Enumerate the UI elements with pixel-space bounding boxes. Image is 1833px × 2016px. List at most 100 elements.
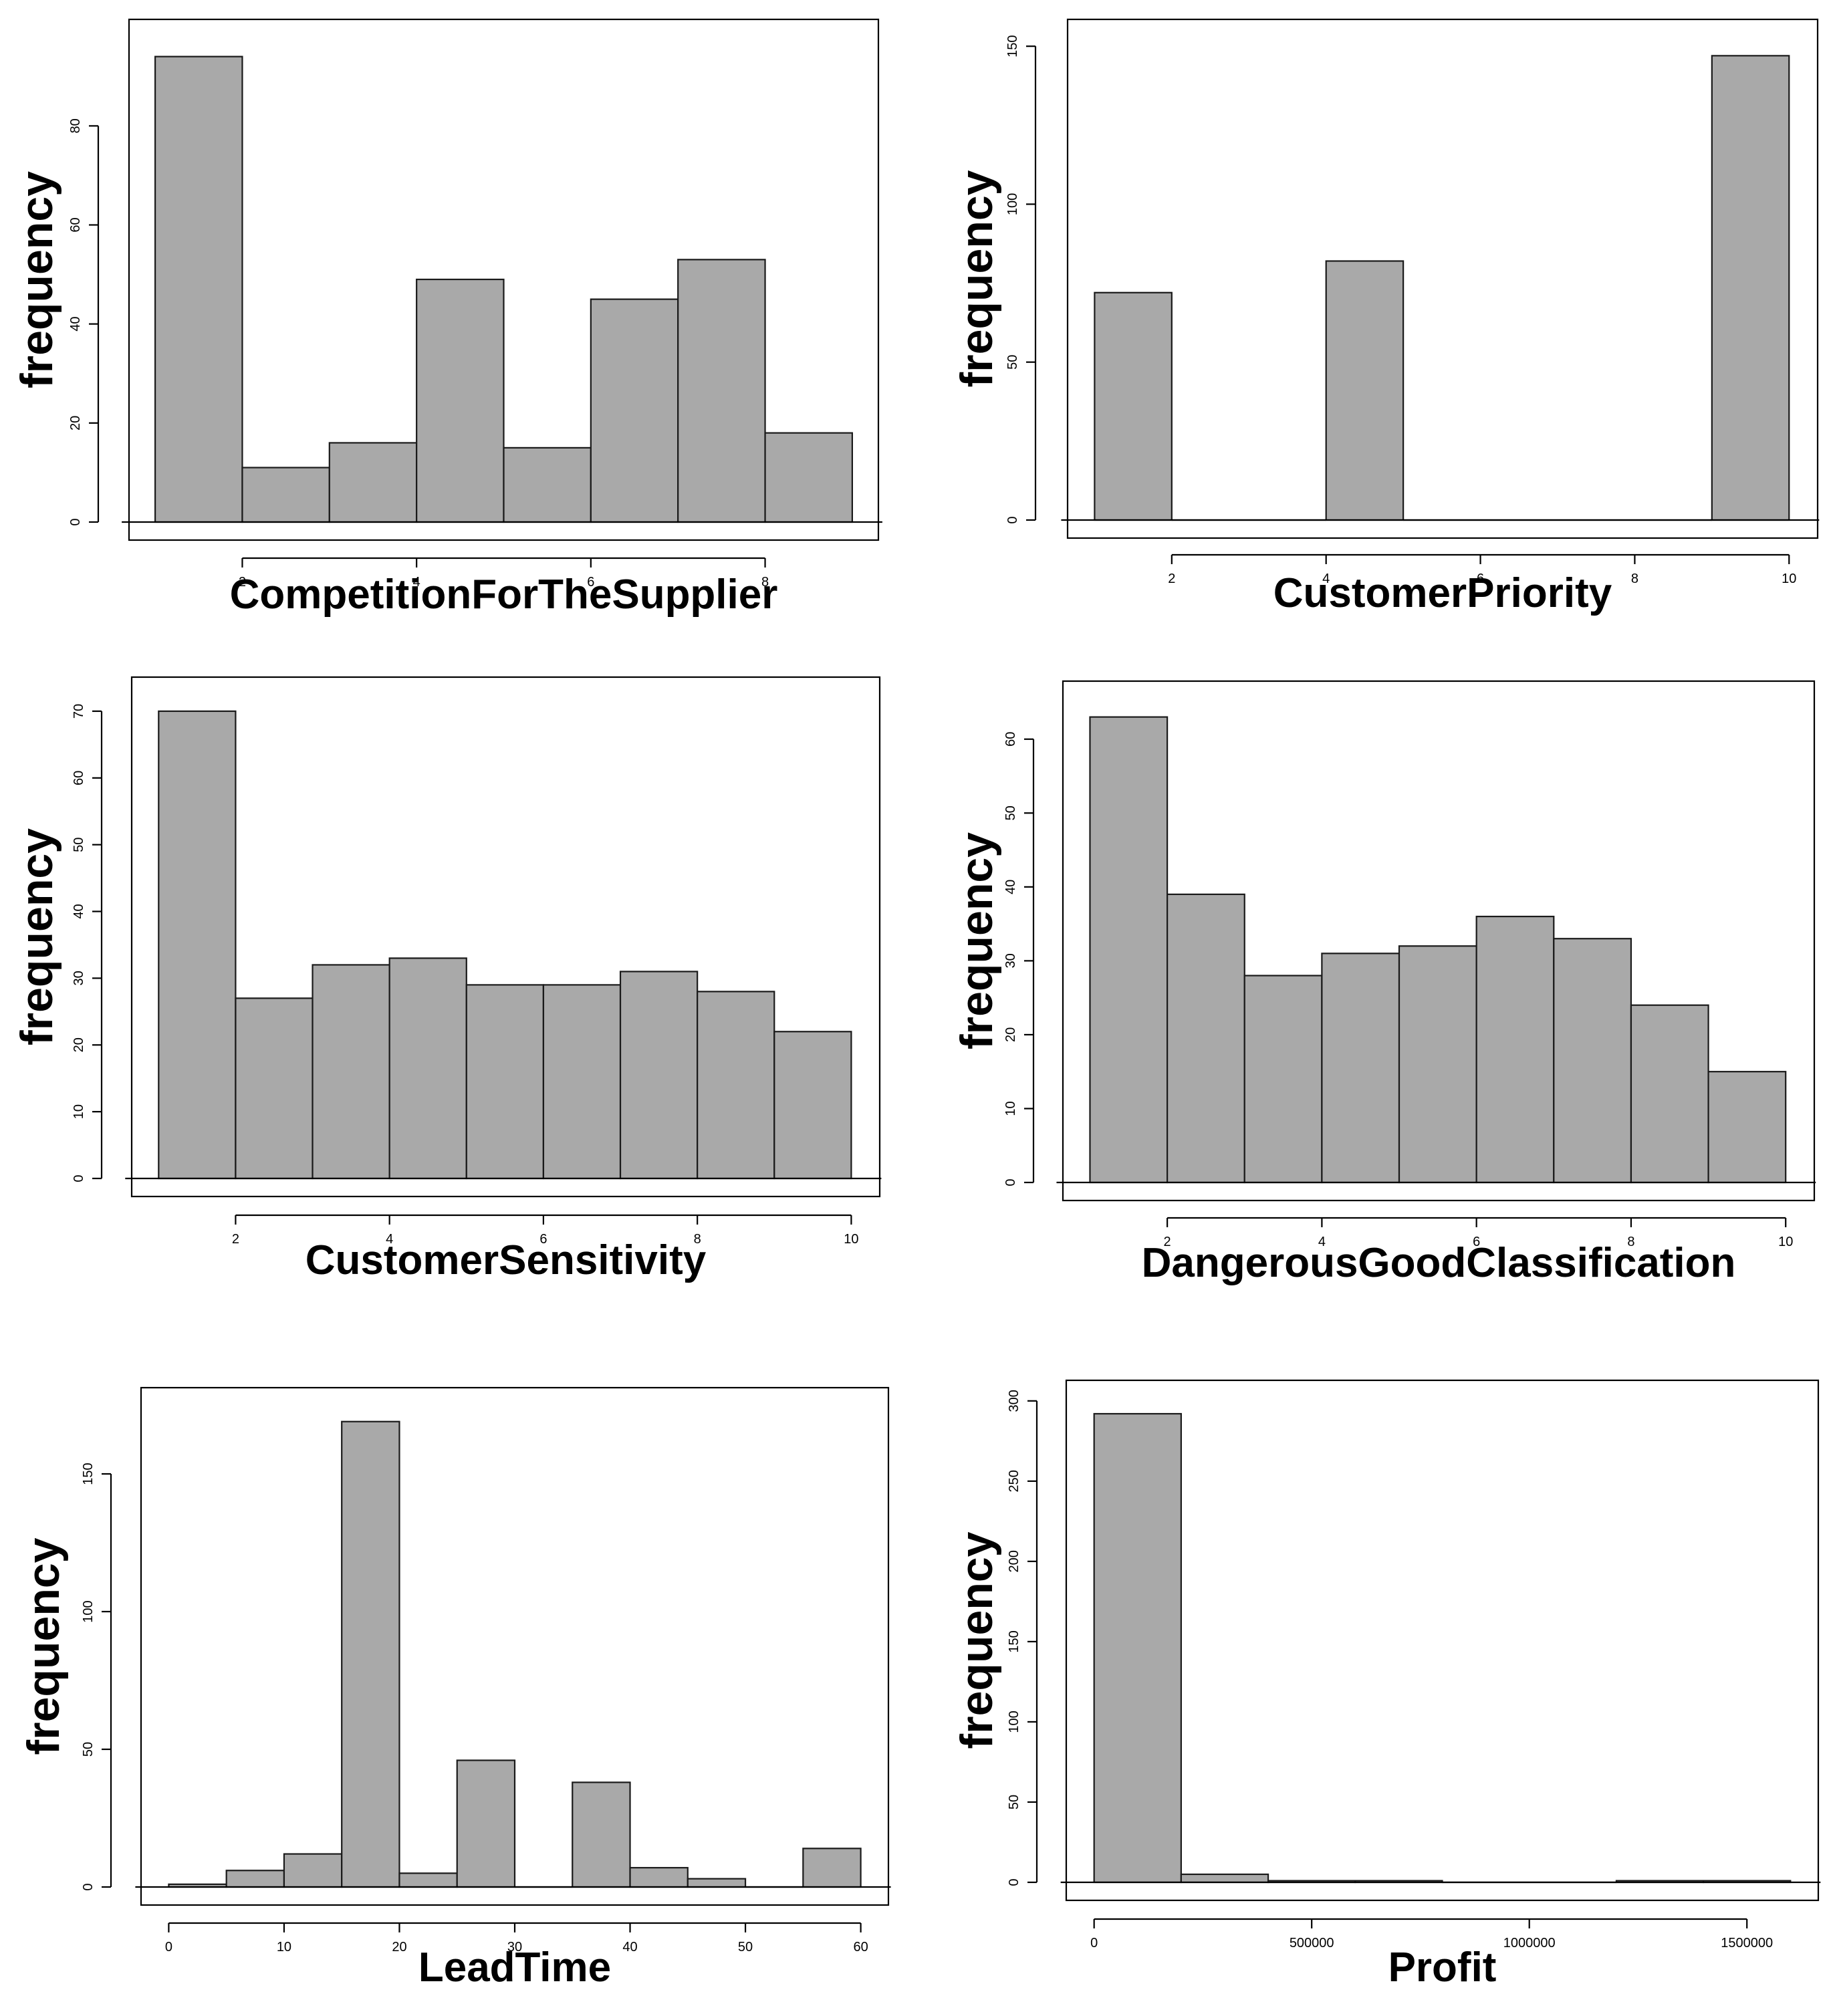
- y-tick-label: 100: [1007, 1711, 1021, 1733]
- histogram-bar: [1711, 55, 1790, 521]
- y-tick-label: 150: [81, 1463, 96, 1485]
- histogram-bar: [572, 1781, 631, 1888]
- histogram-bar: [235, 997, 314, 1180]
- histogram-bar: [1553, 938, 1632, 1184]
- x-axis-title: CompetitionForTheSupplier: [230, 572, 778, 618]
- y-tick-label: 60: [68, 217, 83, 232]
- histogram-panel-1: 2 4 6 8020406080frequencyCompetitionForTheS…: [11, 18, 882, 618]
- x-tick-label: 10: [1778, 1235, 1793, 1249]
- histogram-bar: [764, 432, 853, 523]
- x-tick-label: 8: [694, 1232, 701, 1247]
- histogram-bar: [398, 1872, 458, 1888]
- y-tick-label: 10: [72, 1104, 86, 1119]
- histogram-bar: [465, 984, 545, 1180]
- x-axis-title: LeadTime: [418, 1944, 611, 1991]
- y-tick-label: 40: [68, 317, 83, 332]
- plot-frame: [1066, 18, 1819, 539]
- y-tick-label: 60: [1003, 732, 1018, 747]
- x-tick-label: 10: [277, 1940, 291, 1955]
- y-axis-title: frequency: [18, 1537, 69, 1755]
- y-tick-label: 0: [72, 1174, 86, 1182]
- histogram-panel-5: 0 10 20 30 40 50 60 0 50 100 150 frequency LeadTime: [18, 1386, 891, 1991]
- x-tick-label: 6: [539, 1232, 547, 1247]
- y-tick-label: 50: [1007, 1795, 1021, 1809]
- plot-frame: [1065, 1379, 1820, 1902]
- x-tick-label: 40: [622, 1940, 637, 1955]
- x-tick-label: 60: [853, 1940, 868, 1955]
- histogram-bar: [619, 971, 699, 1180]
- histogram-bar: [388, 957, 467, 1180]
- histogram-bar: [341, 1420, 400, 1888]
- histogram-bar: [1093, 1412, 1182, 1884]
- histogram-bar: [773, 1031, 852, 1180]
- x-tick-label: 50: [738, 1940, 753, 1955]
- histogram-bar: [1475, 915, 1555, 1184]
- y-tick-label: 20: [72, 1037, 86, 1052]
- y-tick-label: 50: [81, 1742, 96, 1757]
- y-tick-label: 250: [1007, 1470, 1021, 1492]
- x-axis-title: DangerousGoodClassification: [1142, 1240, 1736, 1286]
- y-tick-label: 100: [1005, 193, 1020, 215]
- histogram-bar: [1321, 953, 1400, 1184]
- y-tick-label: 70: [72, 704, 86, 719]
- plot-frame: [128, 18, 880, 541]
- histogram-bar: [158, 710, 237, 1180]
- y-tick-label: 150: [1005, 35, 1020, 57]
- x-tick-label: 2: [232, 1232, 239, 1247]
- x-tick-label: 6: [1473, 1235, 1480, 1249]
- histogram-bar: [1180, 1873, 1269, 1884]
- y-tick-label: 0: [68, 518, 83, 525]
- histogram-bar: [416, 278, 505, 523]
- x-tick-label: 1000000: [1503, 1936, 1556, 1950]
- y-tick-label: 150: [1007, 1630, 1021, 1652]
- x-tick-label: 1500000: [1721, 1936, 1773, 1950]
- x-tick-label: 500000: [1290, 1936, 1334, 1950]
- histogram-bar: [542, 984, 622, 1180]
- y-axis-title: frequency: [11, 171, 62, 388]
- y-axis-title: frequency: [951, 832, 1002, 1049]
- y-tick-label: 50: [1003, 805, 1018, 820]
- x-tick-label: 6: [1477, 572, 1484, 586]
- y-tick-label: 0: [81, 1883, 96, 1890]
- y-tick-label: 20: [1003, 1027, 1018, 1042]
- histogram-bar: [687, 1878, 747, 1888]
- x-tick-label: 10: [844, 1232, 858, 1247]
- x-tick-label: 2: [1168, 572, 1175, 586]
- histogram-bar: [1094, 291, 1173, 521]
- x-axis-title: Profit: [1388, 1944, 1497, 1991]
- histogram-bar: [677, 259, 766, 523]
- y-axis-title: frequency: [11, 828, 62, 1045]
- y-tick-label: 200: [1007, 1550, 1021, 1572]
- histogram-bar: [697, 991, 775, 1180]
- histogram-bar: [312, 964, 390, 1180]
- plot-frame: [130, 676, 881, 1198]
- y-tick-label: 0: [1007, 1878, 1021, 1886]
- x-tick-label: 20: [392, 1940, 406, 1955]
- x-tick-label: 4: [413, 575, 420, 590]
- x-tick-label: 6: [587, 575, 594, 590]
- x-tick-label: 4: [1318, 1235, 1326, 1249]
- y-axis-title: frequency: [951, 1531, 1002, 1749]
- plot-frame: [140, 1386, 890, 1906]
- y-tick-label: 60: [72, 771, 86, 785]
- histogram-bar: [225, 1870, 285, 1888]
- x-axis-title: CustomerSensitivity: [306, 1237, 707, 1283]
- x-tick-label: 2: [1164, 1235, 1171, 1249]
- y-tick-label: 40: [72, 904, 86, 918]
- histogram-panel-3: 2 4 6 8 10 0 10 20 30 40 50 60 70 frequency CustomerSe…: [11, 676, 882, 1283]
- histogram-bar: [283, 1853, 343, 1888]
- plot-frame: [1062, 680, 1816, 1202]
- y-tick-label: 10: [1003, 1101, 1018, 1116]
- x-tick-label: 10: [1782, 572, 1796, 586]
- y-tick-label: 40: [1003, 880, 1018, 894]
- x-tick-label: 4: [386, 1232, 393, 1247]
- y-tick-label: 100: [81, 1600, 96, 1622]
- histogram-bar: [154, 55, 243, 523]
- y-tick-label: 30: [1003, 953, 1018, 968]
- histogram-bar: [1243, 975, 1323, 1184]
- y-tick-label: 50: [72, 838, 86, 852]
- histogram-panel-6: 0 500000 1000000 1500000 0 50 100 150 200 250 300 f…: [951, 1379, 1821, 1991]
- y-tick-label: 0: [1003, 1178, 1018, 1186]
- histogram-bar: [629, 1867, 689, 1888]
